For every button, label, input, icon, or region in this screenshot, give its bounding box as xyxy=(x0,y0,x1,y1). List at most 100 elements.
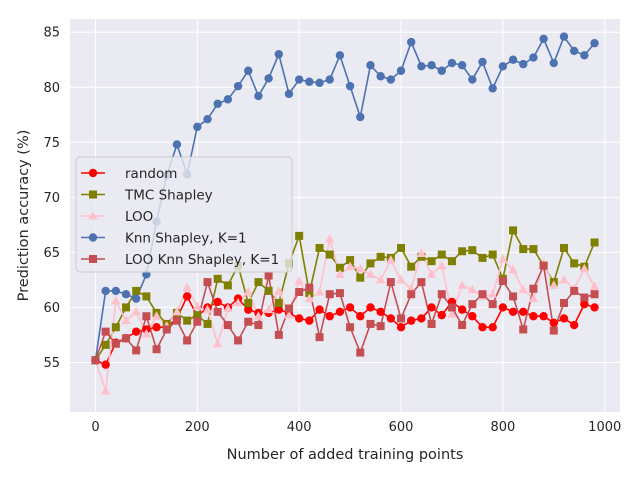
x-tick-label: 600 xyxy=(389,420,414,435)
point-random xyxy=(529,312,538,321)
legend-label: LOO Knn Shapley, K=1 xyxy=(125,252,279,268)
point-knn-shapley-k-1 xyxy=(233,81,243,91)
legend-label: TMC Shapley xyxy=(124,188,213,204)
point-loo xyxy=(274,285,284,295)
point-random xyxy=(345,303,355,312)
point-loo-knn-shapley-k-1 xyxy=(559,299,568,308)
point-random xyxy=(325,312,334,321)
point-knn-shapley-k-1 xyxy=(590,39,599,48)
point-loo-knn-shapley-k-1 xyxy=(193,317,202,326)
legend-label: LOO xyxy=(125,209,153,225)
point-loo-knn-shapley-k-1 xyxy=(539,261,548,270)
point-random xyxy=(182,292,192,301)
point-knn-shapley-k-1 xyxy=(315,78,324,88)
point-tmc-shapley xyxy=(407,262,416,271)
point-loo-knn-shapley-k-1 xyxy=(417,278,426,287)
point-knn-shapley-k-1 xyxy=(519,59,528,69)
point-loo-knn-shapley-k-1 xyxy=(437,290,446,299)
y-tick-label: 60 xyxy=(43,301,60,316)
point-knn-shapley-k-1 xyxy=(478,57,487,67)
point-loo-knn-shapley-k-1 xyxy=(458,321,467,330)
point-tmc-shapley xyxy=(478,253,487,262)
legend-item-loo-knn-shapley-k-1: LOO Knn Shapley, K=1 xyxy=(81,252,279,268)
point-tmc-shapley xyxy=(193,311,202,320)
legend-item-knn-shapley-k-1: Knn Shapley, K=1 xyxy=(81,231,247,247)
x-tick-label: 0 xyxy=(91,420,99,435)
point-loo-knn-shapley-k-1 xyxy=(244,317,253,326)
point-knn-shapley-k-1 xyxy=(366,61,375,70)
point-random xyxy=(396,323,406,332)
point-knn-shapley-k-1 xyxy=(223,95,233,104)
x-tick-label: 400 xyxy=(287,420,312,435)
point-loo-knn-shapley-k-1 xyxy=(397,314,406,323)
point-knn-shapley-k-1 xyxy=(356,112,365,122)
point-random xyxy=(519,307,528,317)
point-loo xyxy=(426,269,437,278)
point-random xyxy=(457,305,467,314)
point-random xyxy=(508,307,518,317)
point-random xyxy=(590,303,599,312)
point-tmc-shapley xyxy=(397,243,406,252)
point-loo xyxy=(528,293,539,303)
x-tick-label: 1000 xyxy=(588,420,621,435)
point-loo-knn-shapley-k-1 xyxy=(264,271,273,280)
point-random xyxy=(132,327,141,336)
point-tmc-shapley xyxy=(366,259,375,268)
point-loo xyxy=(192,301,202,310)
point-random xyxy=(539,312,548,321)
point-random xyxy=(335,307,345,317)
point-loo-knn-shapley-k-1 xyxy=(570,286,579,295)
point-tmc-shapley xyxy=(183,316,192,325)
point-loo-knn-shapley-k-1 xyxy=(223,321,232,330)
point-loo-knn-shapley-k-1 xyxy=(498,277,507,285)
x-tick-labels: 0 200 400 600 800 1000 xyxy=(91,420,621,435)
point-tmc-shapley xyxy=(101,340,110,349)
point-knn-shapley-k-1 xyxy=(203,114,212,124)
legend-marker xyxy=(89,255,97,263)
point-loo xyxy=(447,309,457,318)
point-knn-shapley-k-1 xyxy=(172,140,182,149)
point-tmc-shapley xyxy=(244,299,253,308)
point-loo xyxy=(396,274,406,284)
point-loo-knn-shapley-k-1 xyxy=(366,319,375,328)
point-tmc-shapley xyxy=(111,323,120,332)
point-loo-knn-shapley-k-1 xyxy=(101,327,110,336)
point-tmc-shapley xyxy=(458,247,467,256)
point-tmc-shapley xyxy=(590,238,599,247)
point-random xyxy=(417,314,426,323)
point-loo xyxy=(172,306,182,316)
point-tmc-shapley xyxy=(559,243,568,252)
point-random xyxy=(437,310,446,320)
point-loo-knn-shapley-k-1 xyxy=(325,290,334,299)
legend-item-loo: LOO xyxy=(81,209,153,225)
point-knn-shapley-k-1 xyxy=(580,51,589,60)
point-random xyxy=(488,323,497,332)
point-loo-knn-shapley-k-1 xyxy=(488,300,497,309)
point-tmc-shapley xyxy=(203,319,212,328)
point-loo-knn-shapley-k-1 xyxy=(213,307,222,316)
point-loo-knn-shapley-k-1 xyxy=(427,319,436,328)
point-loo-knn-shapley-k-1 xyxy=(590,290,599,299)
point-tmc-shapley xyxy=(305,289,314,298)
point-random xyxy=(305,316,314,325)
point-loo-knn-shapley-k-1 xyxy=(509,292,518,301)
point-loo-knn-shapley-k-1 xyxy=(254,321,263,330)
point-loo xyxy=(213,338,223,348)
point-loo xyxy=(365,269,376,278)
y-tick-label: 55 xyxy=(43,356,60,371)
point-tmc-shapley xyxy=(570,259,579,268)
point-knn-shapley-k-1 xyxy=(345,81,355,91)
point-knn-shapley-k-1 xyxy=(447,58,457,68)
point-loo xyxy=(335,269,345,278)
point-tmc-shapley xyxy=(315,243,324,252)
legend-item-tmc-shapley: TMC Shapley xyxy=(81,188,213,204)
point-tmc-shapley xyxy=(519,245,528,254)
series-markers-loo xyxy=(90,234,600,395)
point-knn-shapley-k-1 xyxy=(488,84,497,93)
point-loo-knn-shapley-k-1 xyxy=(335,289,344,298)
point-knn-shapley-k-1 xyxy=(508,55,518,64)
point-random xyxy=(294,314,304,323)
point-knn-shapley-k-1 xyxy=(407,37,416,47)
point-loo xyxy=(264,304,274,314)
